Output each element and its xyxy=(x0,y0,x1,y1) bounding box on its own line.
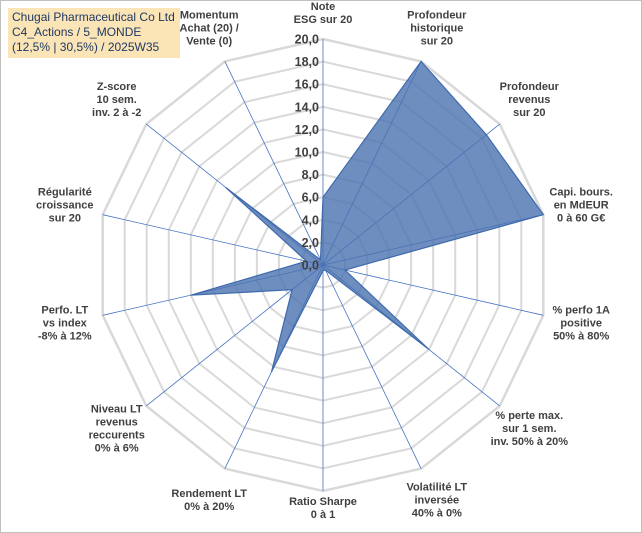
axis-label-line: Profondeur xyxy=(407,9,467,21)
axis-label-line: % perfo 1A xyxy=(552,304,610,316)
axis-label-line: Ratio Sharpe xyxy=(289,496,357,508)
axis-label-volatilite-lt: Volatilité LT inversée 40% à 0% xyxy=(406,482,467,520)
axis-label-line: Z-score xyxy=(97,81,137,93)
tick-label: 4,0 xyxy=(302,213,319,227)
axis-label-line: inv. 50% à 20% xyxy=(491,436,569,448)
axis-label-line: Niveau LT xyxy=(91,404,143,416)
axis-label-line: 40% à 0% xyxy=(412,508,462,520)
tick-label: 6,0 xyxy=(302,191,319,205)
axis-label-line: Rendement LT xyxy=(171,488,247,500)
radar-series xyxy=(190,60,545,373)
axis-label-momentum: Momentum Achat (20) / Vente (0) xyxy=(180,9,239,47)
tick-label: 10,0 xyxy=(295,146,319,160)
axis-label-line: 0 à 60 G€ xyxy=(557,213,605,225)
axis-label-line: sur 20 xyxy=(421,35,453,47)
axis-label-line: Vente (0) xyxy=(186,35,232,47)
tick-label: 12,0 xyxy=(295,123,319,137)
axis-label-line: vs index xyxy=(43,317,88,329)
axis-label-line: 0% à 20% xyxy=(184,501,234,513)
axis-label-perfo-1a-positive: % perfo 1A positive 50% à 80% xyxy=(552,304,610,342)
axis-label-perfo-lt-vs-index: Perfo. LT vs index -8% à 12% xyxy=(38,304,92,342)
tick-label: 8,0 xyxy=(302,168,319,182)
axis-label-z-score: Z-score 10 sem. inv. 2 à -2 xyxy=(92,81,141,119)
axis-label-capi-bours: Capi. bours. en MdEUR 0 à 60 G€ xyxy=(549,187,613,225)
tick-label: 20,0 xyxy=(295,33,319,47)
company-name: Chugai Pharmaceutical Co Ltd xyxy=(12,10,175,24)
axis-label-line: inversée xyxy=(414,495,459,507)
axis-label-line: 0% à 6% xyxy=(95,443,139,455)
axis-label-line: positive xyxy=(560,317,602,329)
axis-label-line: historique xyxy=(410,22,463,34)
axis-label-line: revenus xyxy=(508,94,550,106)
axis-label-line: reccurents xyxy=(89,430,145,442)
axis-label-line: 0 à 1 xyxy=(311,509,335,521)
spoke-volatilite-lt xyxy=(322,264,422,469)
spoke-momentum xyxy=(224,61,324,266)
axis-label-line: Profondeur xyxy=(500,81,560,93)
tick-label: 0,0 xyxy=(302,259,319,273)
spoke-regularite-croissance xyxy=(102,214,324,266)
axis-label-line: % perte max. xyxy=(495,410,563,422)
axis-label-line: Capi. bours. xyxy=(549,187,613,199)
chart-title-box: Chugai Pharmaceutical Co Ltd C4_Actions … xyxy=(8,8,180,58)
axis-label-line: Note xyxy=(311,1,335,13)
axis-label-profondeur-historique: Profondeur historique sur 20 xyxy=(407,9,467,47)
axis-label-perte-max: % perte max. sur 1 sem. inv. 50% à 20% xyxy=(491,410,569,448)
axis-label-line: Volatilité LT xyxy=(406,482,467,494)
axis-label-regularite-croissance: Régularité croissance sur 20 xyxy=(36,187,93,225)
axis-label-line: revenus xyxy=(96,417,138,429)
radar-tick-labels: 0,0 2,0 4,0 6,0 8,0 10,0 12,0 14,0 16,0 18,0 20,0 xyxy=(295,33,319,273)
portfolio-name: C4_Actions / 5_MONDE xyxy=(12,25,142,39)
axis-label-line: ESG sur 20 xyxy=(294,14,353,26)
axis-label-line: Achat (20) / xyxy=(180,22,239,34)
axis-label-rendement-lt: Rendement LT 0% à 20% xyxy=(171,488,247,513)
axis-label-niveau-lt-revenus: Niveau LT revenus reccurents 0% à 6% xyxy=(89,404,145,455)
tick-label: 18,0 xyxy=(295,55,319,69)
axis-label-line: Momentum xyxy=(180,9,239,21)
axis-label-line: sur 1 sem. xyxy=(502,423,556,435)
axis-label-line: 50% à 80% xyxy=(553,330,609,342)
axis-label-note-esg: Note ESG sur 20 xyxy=(294,1,353,26)
axis-label-line: inv. 2 à -2 xyxy=(92,107,141,119)
tick-label: 14,0 xyxy=(295,100,319,114)
tick-label: 16,0 xyxy=(295,78,319,92)
axis-label-line: -8% à 12% xyxy=(38,330,92,342)
axis-label-ratio-sharpe: Ratio Sharpe 0 à 1 xyxy=(289,496,357,521)
axis-label-line: Perfo. LT xyxy=(41,304,88,316)
axis-label-line: en MdEUR xyxy=(554,200,609,212)
radar-axis-labels: Note ESG sur 20 Profondeur historique sur 20… xyxy=(36,1,613,521)
axis-label-line: sur 20 xyxy=(513,107,545,119)
axis-label-line: sur 20 xyxy=(49,213,81,225)
portfolio-stats: (12,5% | 30,5%) / 2025W35 xyxy=(12,40,160,54)
axis-label-line: Régularité xyxy=(38,187,92,199)
tick-label: 2,0 xyxy=(302,236,319,250)
spoke-perfo-1a-positive xyxy=(322,264,544,316)
axis-label-profondeur-revenus: Profondeur revenus sur 20 xyxy=(500,81,560,119)
axis-label-line: 10 sem. xyxy=(97,94,137,106)
axis-label-line: croissance xyxy=(36,200,93,212)
